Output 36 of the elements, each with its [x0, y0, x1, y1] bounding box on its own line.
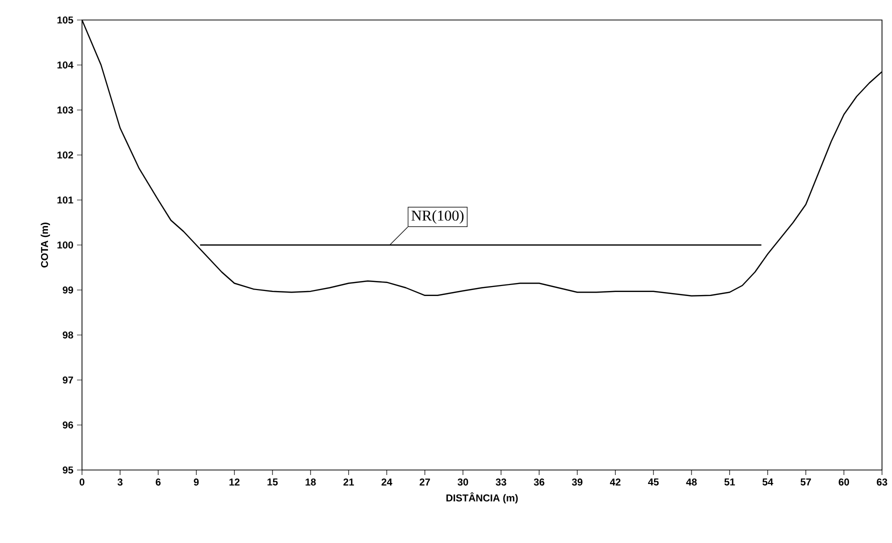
x-tick-label: 12	[229, 478, 240, 486]
x-axis-title: DISTÂNCIA (m)	[446, 492, 518, 504]
x-tick-label: 45	[648, 478, 659, 486]
x-tick-label: 3	[118, 478, 123, 486]
x-tick-label: 39	[572, 478, 582, 486]
x-tick-label: 60	[838, 478, 850, 486]
y-tick-label: 100	[57, 241, 74, 249]
x-tick-label: 57	[800, 478, 811, 486]
y-tick-label: 96	[62, 421, 74, 429]
y-tick-label: 104	[57, 61, 74, 69]
x-tick-label: 33	[496, 478, 506, 486]
x-tick-label: 6	[156, 478, 161, 486]
x-tick-label: 21	[343, 478, 354, 486]
y-tick-label: 102	[57, 151, 74, 159]
y-tick-label: 95	[62, 466, 74, 474]
x-tick-label: 51	[724, 478, 735, 486]
x-tick-label: 15	[268, 478, 278, 486]
x-tick-label: 0	[80, 478, 84, 486]
y-tick-label: 105	[57, 16, 74, 24]
y-tick-label: 97	[62, 376, 74, 384]
x-tick-label: 18	[306, 478, 316, 486]
x-tick-label: 30	[458, 478, 468, 486]
x-tick-label: 27	[420, 478, 430, 486]
series-label: NR(100)	[412, 210, 464, 224]
x-tick-label: 48	[686, 478, 697, 486]
y-axis-title: COTA (m)	[40, 222, 50, 268]
x-tick-label: 24	[382, 478, 392, 486]
y-tick-label: 103	[57, 106, 74, 114]
x-tick-label: 63	[876, 478, 888, 486]
y-tick-label: 98	[62, 331, 74, 339]
x-tick-label: 54	[762, 478, 774, 486]
x-tick-label: 9	[194, 478, 199, 486]
x-tick-label: 36	[534, 478, 544, 486]
x-tick-label: 42	[610, 478, 620, 486]
y-tick-label: 101	[57, 196, 74, 204]
y-tick-label: 99	[62, 286, 74, 294]
